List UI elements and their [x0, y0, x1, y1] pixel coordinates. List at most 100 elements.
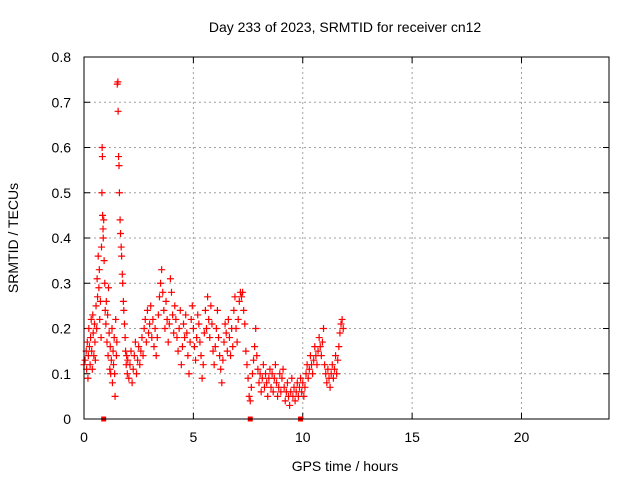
y-tick-label: 0.3 [52, 275, 72, 291]
data-point [206, 334, 214, 342]
x-tick-label: 20 [514, 429, 530, 445]
data-point [121, 334, 129, 342]
data-point [123, 352, 131, 360]
data-point [137, 347, 145, 355]
data-point [114, 107, 122, 115]
data-point [266, 365, 274, 373]
y-tick-label: 0.5 [52, 185, 72, 201]
data-point [95, 266, 103, 274]
data-point [110, 361, 118, 369]
data-point [264, 392, 272, 400]
data-point [298, 388, 306, 396]
data-point [260, 383, 268, 391]
data-point [247, 383, 255, 391]
data-point [91, 356, 99, 364]
data-point [204, 293, 212, 301]
data-point [91, 320, 98, 328]
data-point [90, 352, 98, 360]
data-point [245, 392, 253, 400]
data-point [143, 306, 151, 314]
data-point [100, 216, 108, 224]
data-point [189, 325, 197, 332]
data-point [183, 329, 191, 337]
data-point [142, 338, 150, 346]
data-point [315, 334, 323, 342]
data-points [80, 78, 347, 409]
data-point [140, 325, 148, 332]
data-point [104, 311, 112, 319]
data-point [123, 370, 131, 378]
data-point [172, 315, 180, 323]
data-point [248, 370, 256, 378]
data-point [180, 320, 188, 328]
data-point [175, 325, 183, 332]
data-point [304, 374, 312, 382]
grid-layer [84, 57, 609, 419]
data-point [270, 374, 278, 382]
data-point [165, 320, 173, 328]
data-point [103, 338, 111, 346]
data-point [85, 343, 93, 351]
data-point [242, 347, 250, 355]
data-point [234, 315, 242, 323]
y-tick-label: 0 [63, 411, 71, 427]
data-point [274, 392, 282, 400]
data-point [288, 374, 296, 382]
data-point [210, 361, 218, 369]
data-point [250, 356, 258, 364]
data-point [83, 338, 91, 346]
data-point [96, 315, 104, 323]
y-tick-label: 0.7 [52, 94, 72, 110]
data-point [176, 306, 184, 314]
data-point [129, 365, 137, 373]
data-point [231, 293, 239, 301]
data-point [160, 306, 168, 314]
data-point [225, 334, 233, 342]
data-point [153, 334, 161, 342]
data-point [186, 338, 194, 346]
data-point [159, 288, 167, 296]
data-point [239, 288, 247, 296]
plot-frame [83, 56, 610, 420]
data-point [120, 306, 128, 314]
data-point [339, 325, 347, 332]
data-point [98, 243, 105, 251]
x-tick-label: 10 [295, 429, 311, 445]
data-point [310, 356, 318, 364]
data-point [195, 320, 203, 328]
data-point [301, 383, 309, 391]
data-point [217, 365, 225, 373]
data-point [126, 361, 134, 369]
data-point [155, 293, 163, 301]
data-point [329, 374, 337, 382]
data-point [94, 252, 102, 260]
data-point [147, 302, 155, 310]
data-point [205, 315, 213, 323]
data-point [95, 284, 103, 292]
data-point [135, 343, 143, 351]
data-point [91, 338, 99, 346]
data-point [92, 302, 100, 310]
data-point [117, 243, 125, 251]
data-point [96, 297, 104, 305]
data-point [200, 329, 208, 337]
data-point [251, 343, 259, 351]
data-point [181, 334, 189, 342]
data-point [280, 383, 288, 391]
data-point [157, 279, 165, 287]
data-point [163, 315, 171, 323]
data-point [174, 347, 182, 355]
data-point [158, 266, 166, 274]
data-point [267, 383, 275, 391]
data-point [333, 370, 341, 378]
data-point [139, 352, 147, 360]
data-point [187, 315, 195, 323]
data-point [336, 329, 344, 337]
data-point [338, 315, 346, 323]
data-point [171, 302, 179, 310]
data-point [131, 338, 139, 346]
data-point [161, 325, 169, 332]
